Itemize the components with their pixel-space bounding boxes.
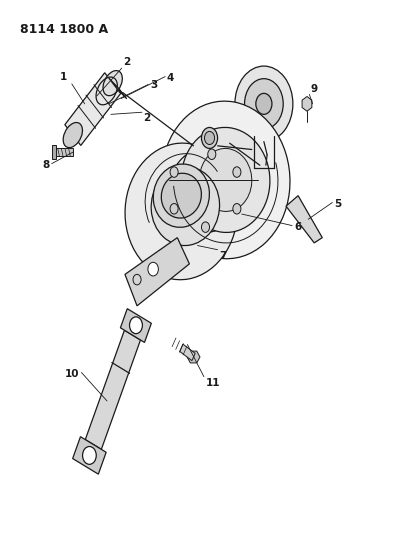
Circle shape — [148, 262, 158, 276]
Text: 7: 7 — [219, 251, 226, 261]
Polygon shape — [53, 145, 56, 159]
Text: 6: 6 — [294, 222, 301, 232]
Polygon shape — [302, 96, 312, 111]
Polygon shape — [55, 149, 73, 156]
Ellipse shape — [181, 127, 270, 232]
Polygon shape — [65, 72, 121, 146]
Text: 8: 8 — [42, 160, 49, 170]
Circle shape — [83, 447, 96, 464]
Circle shape — [256, 93, 272, 115]
Circle shape — [201, 222, 210, 232]
Polygon shape — [180, 344, 195, 361]
Circle shape — [235, 66, 293, 142]
Ellipse shape — [161, 173, 201, 218]
Text: 1: 1 — [59, 72, 67, 82]
Polygon shape — [73, 437, 106, 474]
Ellipse shape — [205, 132, 215, 144]
Polygon shape — [125, 238, 189, 306]
Polygon shape — [120, 309, 151, 342]
Polygon shape — [286, 196, 322, 243]
Text: 8114 1800 A: 8114 1800 A — [20, 22, 109, 36]
Ellipse shape — [153, 164, 210, 227]
Ellipse shape — [199, 148, 252, 212]
Circle shape — [170, 167, 178, 177]
Polygon shape — [109, 78, 127, 99]
Text: 2: 2 — [123, 57, 131, 67]
Text: 9: 9 — [311, 84, 318, 94]
Ellipse shape — [201, 127, 217, 149]
Ellipse shape — [169, 149, 242, 232]
Circle shape — [233, 167, 241, 177]
Ellipse shape — [63, 123, 83, 148]
Polygon shape — [187, 351, 200, 363]
Circle shape — [129, 317, 143, 334]
Ellipse shape — [125, 143, 238, 280]
Text: 4: 4 — [167, 72, 174, 83]
Ellipse shape — [161, 101, 290, 259]
Text: 11: 11 — [206, 378, 220, 387]
Circle shape — [170, 204, 178, 214]
Text: 3: 3 — [150, 80, 157, 91]
Text: 10: 10 — [65, 368, 79, 378]
Circle shape — [208, 149, 216, 159]
Circle shape — [245, 79, 283, 129]
Text: 5: 5 — [335, 198, 342, 208]
Text: 2: 2 — [143, 114, 151, 123]
Ellipse shape — [103, 70, 122, 96]
Ellipse shape — [151, 167, 219, 246]
Circle shape — [233, 204, 241, 214]
Polygon shape — [85, 330, 141, 449]
